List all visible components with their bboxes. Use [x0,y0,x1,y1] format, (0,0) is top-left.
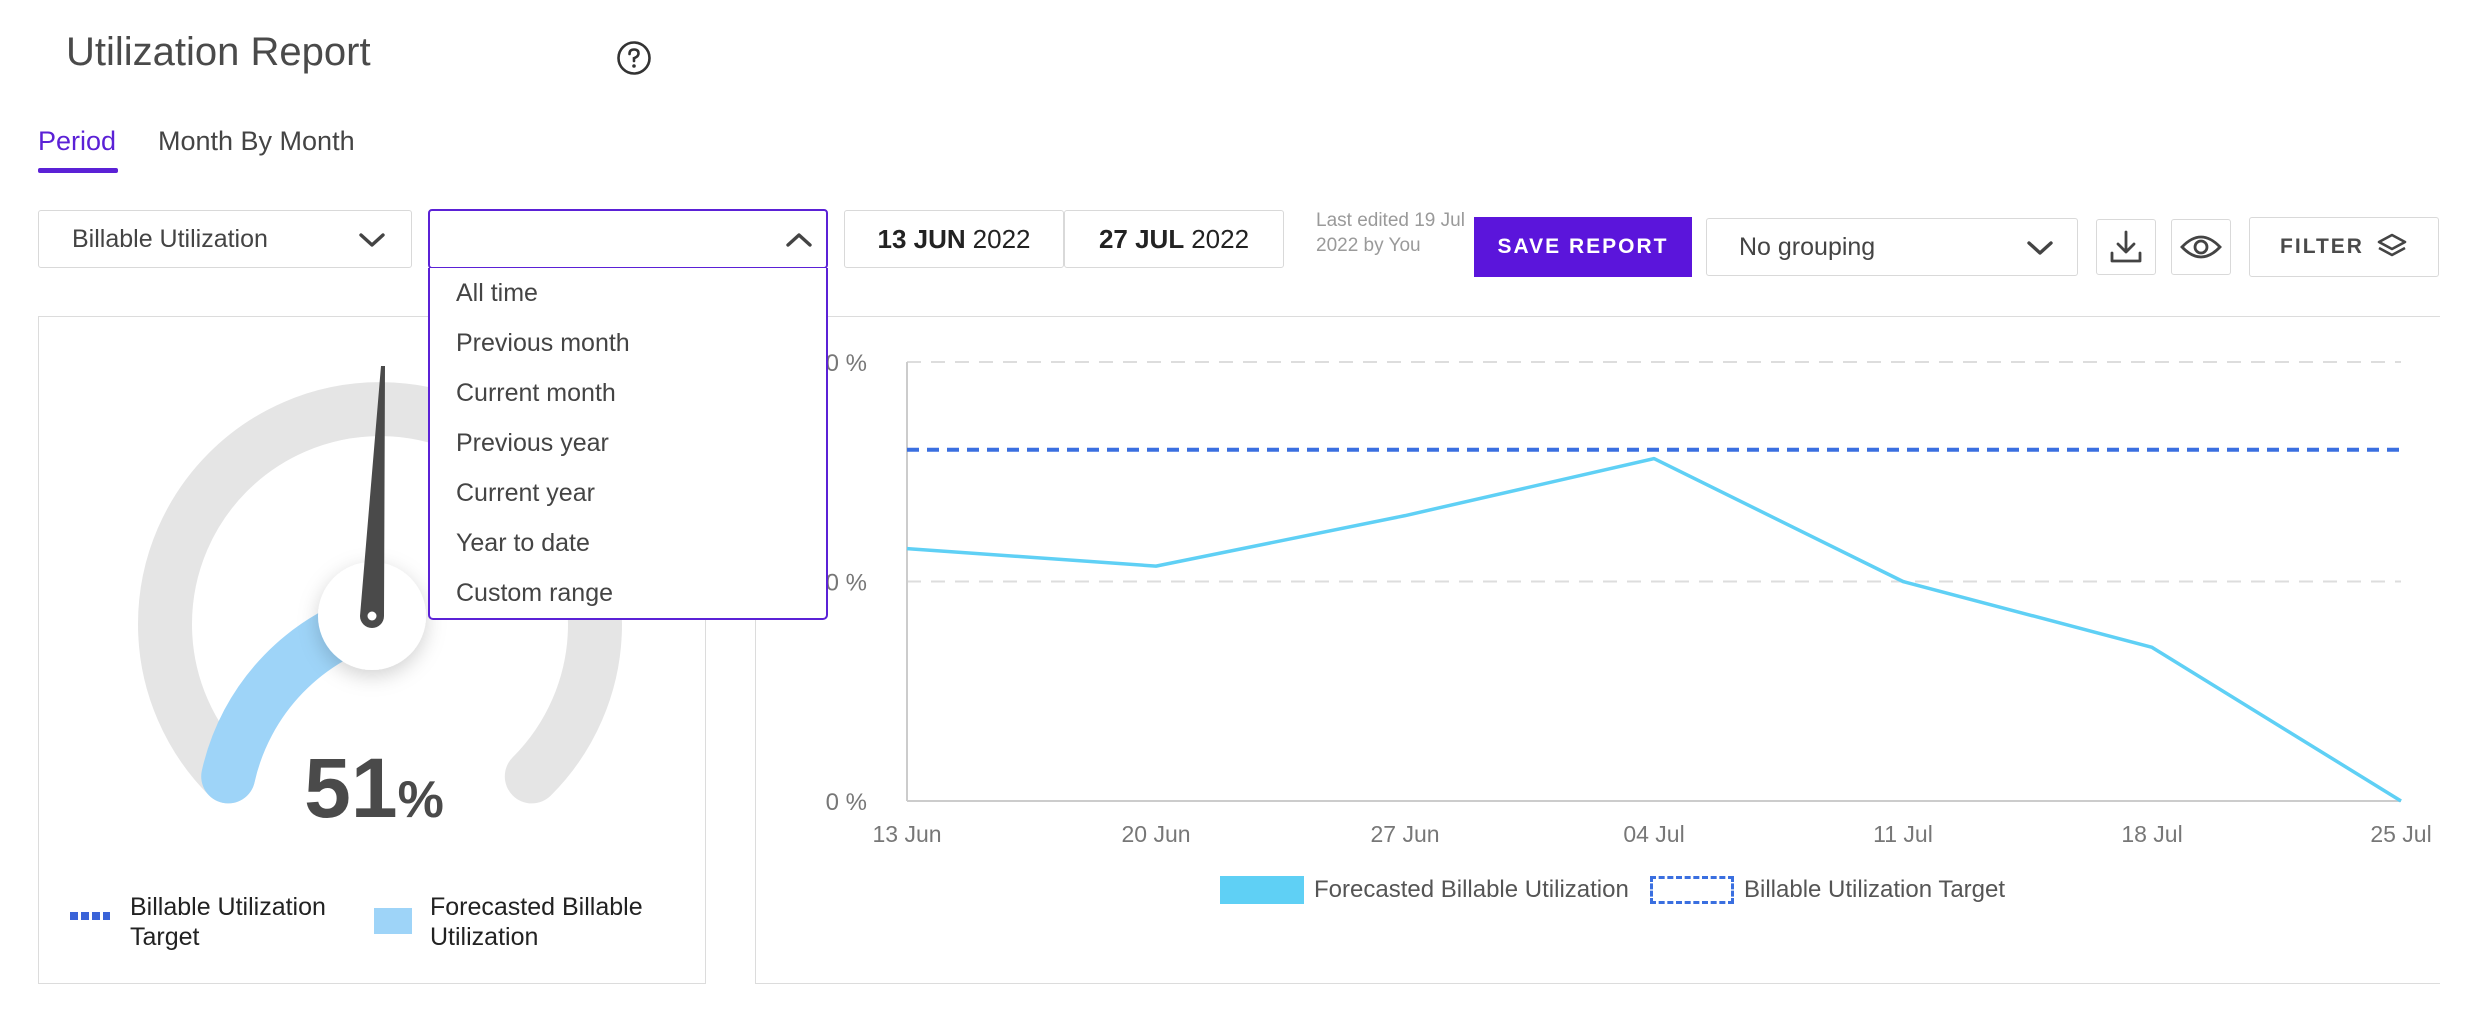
utilization-line-chart: 0 %0 %0 %13 Jun 20 Jun 27 Jun 04 Jul 11 Jul 1… [826,350,2432,847]
grouping-select-value: No grouping [1739,232,1876,261]
x-tick-label: 25 Jul [2370,821,2431,847]
grouping-select[interactable]: No grouping [1706,218,2078,276]
filter-button[interactable]: FILTER [2249,217,2439,277]
gauge-legend-target: Billable Utilization Target [130,893,326,951]
gauge-value: 51% [300,740,448,837]
chart-legend-forecast-swatch [1220,876,1304,904]
gauge-panel [38,316,706,984]
period-option-current-year[interactable]: Current year [456,479,595,507]
y-tick-label: 0 % [826,789,867,816]
chevron-up-icon [786,233,812,247]
period-option-previous-year[interactable]: Previous year [456,429,609,457]
gauge-value-unit: % [397,771,444,829]
download-button[interactable] [2096,219,2156,275]
help-icon[interactable] [616,40,652,76]
target-legend-swatch [70,912,110,920]
filter-label: FILTER [2280,235,2364,258]
period-option-current-month[interactable]: Current month [456,379,616,407]
period-option-year-to-date[interactable]: Year to date [456,529,590,557]
x-tick-label: 13 Jun [872,821,941,847]
metric-select-value: Billable Utilization [72,224,268,253]
chart-panel [755,316,2440,984]
start-date-day: 13 JUN [877,223,966,254]
last-edited-text: Last edited 19 Jul 2022 by You [1316,210,1465,256]
y-tick-label: 0 % [826,350,867,377]
visibility-button[interactable] [2171,219,2231,275]
page-title: Utilization Report [66,30,371,74]
y-tick-label: 0 % [826,570,867,597]
x-tick-label: 18 Jul [2121,821,2182,847]
tab-period[interactable]: Period [38,126,117,156]
tab-month-by-month[interactable]: Month By Month [158,126,355,156]
end-date-picker[interactable]: 27 JUL 2022 [1064,210,1284,268]
period-option-previous-month[interactable]: Previous month [456,329,630,357]
eye-icon [2180,235,2222,259]
end-date-day: 27 JUL [1098,223,1185,254]
download-icon [2110,230,2142,263]
start-date-picker[interactable]: 13 JUN 2022 [844,210,1064,268]
period-option-custom-range[interactable]: Custom range [456,579,614,607]
period-option-all-time[interactable]: All time [456,279,538,307]
x-tick-label: 20 Jun [1121,821,1190,847]
chart-legend-forecast: Forecasted Billable Utilization [1314,876,1629,903]
layers-icon [2377,233,2407,257]
gauge-value-number: 51 [304,741,398,835]
utilization-gauge [138,366,622,804]
gauge-needle [360,366,385,628]
metric-select[interactable]: Billable Utilization [38,210,412,268]
x-tick-label: 04 Jul [1623,821,1684,847]
chevron-down-icon [359,233,385,247]
x-tick-label: 11 Jul [1873,821,1933,847]
chart-legend-target-swatch [1650,876,1734,904]
start-date-year: 2022 [972,223,1031,254]
save-report-button[interactable]: SAVE REPORT [1474,217,1692,277]
chart-legend-target: Billable Utilization Target [1744,876,2006,903]
forecast-legend-swatch [374,908,412,934]
x-tick-label: 27 Jun [1370,821,1439,847]
gauge-legend-forecast: Forecasted Billable Utilization [430,893,643,951]
active-tab-indicator [38,168,118,173]
forecast-series-line [906,456,2402,803]
end-date-year: 2022 [1191,223,1250,254]
period-dropdown-menu: All time Previous month Current month Pr… [428,268,828,620]
period-select[interactable] [428,209,828,269]
chevron-down-icon [2027,241,2053,255]
